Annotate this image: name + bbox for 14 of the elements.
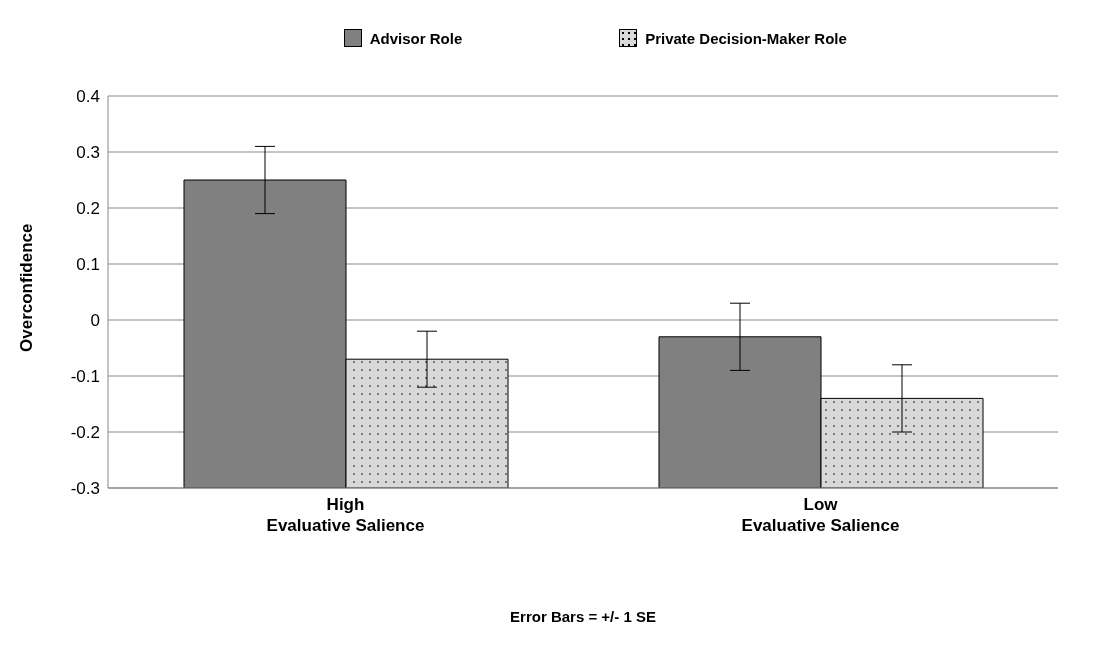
y-tick-label: -0.3 — [70, 479, 100, 499]
legend-label: Advisor Role — [369, 29, 463, 47]
y-tick-label: -0.1 — [70, 367, 100, 387]
legend-label: Private Decision-Maker Role — [645, 29, 847, 47]
y-axis-title: Overconfidence — [17, 223, 37, 352]
y-tick-label: 0.1 — [76, 255, 100, 275]
y-tick-label: -0.2 — [70, 423, 100, 443]
y-tick-label: 0.2 — [76, 199, 100, 219]
text: Error Bars = +/- 1 SE — [509, 608, 657, 625]
y-tick-label: 0.3 — [76, 143, 100, 163]
y-tick-label: 0.4 — [76, 87, 100, 107]
x-tick-label: Low Evaluative Salience — [741, 495, 900, 535]
x-tick-label: High Evaluative Salience — [266, 495, 425, 535]
y-tick-label: 0 — [90, 311, 100, 331]
